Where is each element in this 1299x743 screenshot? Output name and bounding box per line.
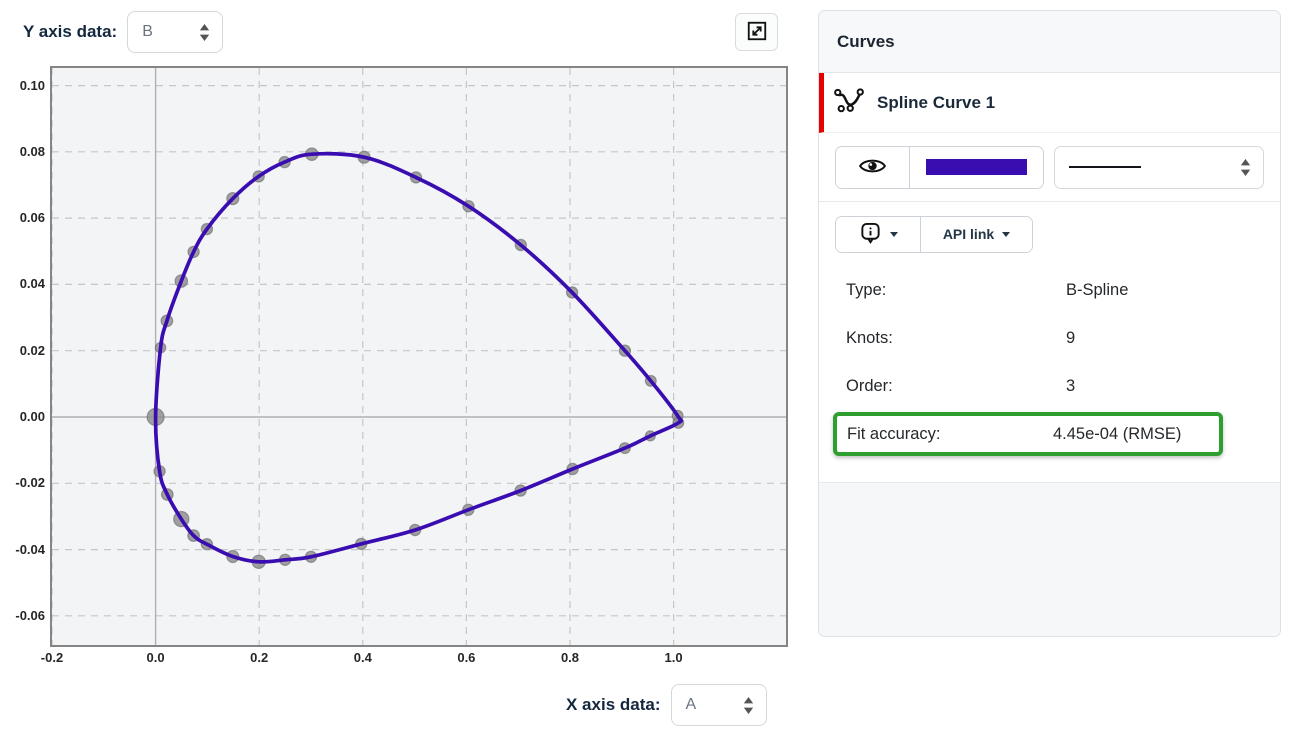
expand-plot-button[interactable]: [735, 13, 778, 51]
y-axis-tick-label: 0.06: [19, 210, 45, 226]
detail-row-fitaccuracy: Fit accuracy: 4.45e-04 (RMSE): [833, 412, 1223, 456]
line-style-select[interactable]: [1053, 145, 1264, 189]
y-axis-data-label: Y axis data:: [23, 22, 118, 41]
detail-value: 3: [1066, 376, 1076, 395]
api-link-label: API link: [942, 226, 995, 242]
y-axis-tick-label: 0.00: [19, 408, 45, 424]
curve-style-controls: [819, 133, 1280, 201]
curves-panel-header: Curves: [819, 11, 1280, 73]
x-axis-tick-label: 0.6: [457, 650, 476, 665]
detail-label: Fit accuracy:: [847, 424, 941, 443]
divider: [819, 201, 1280, 202]
plot-area[interactable]: [50, 66, 788, 647]
scatter-spline-plot: [52, 68, 786, 645]
x-axis-tick-label: -0.2: [40, 650, 64, 665]
visibility-toggle-button[interactable]: [836, 146, 909, 188]
y-axis-select[interactable]: B: [127, 11, 224, 53]
curve-color-button[interactable]: [908, 146, 1043, 188]
select-arrows-icon: [743, 696, 754, 714]
x-axis-control: X axis data: A: [566, 683, 767, 727]
solid-line-style-preview: [1068, 166, 1141, 168]
spline-curve-icon: [834, 87, 864, 118]
x-axis-tick-label: 0.0: [146, 650, 165, 665]
y-axis-tick-label: 0.08: [19, 143, 45, 159]
curve-name: Spline Curve 1: [877, 92, 996, 112]
curve-list-item[interactable]: Spline Curve 1: [819, 73, 1280, 133]
detail-row-knots: Knots: 9: [835, 314, 1264, 362]
select-arrows-icon: [1240, 158, 1251, 176]
caret-down-icon: [1002, 232, 1011, 241]
detail-label: Knots:: [846, 328, 893, 347]
detail-value: 4.45e-04 (RMSE): [1053, 424, 1182, 443]
expand-icon: [746, 20, 768, 45]
detail-value: 9: [1066, 328, 1076, 347]
api-link-dropdown-button[interactable]: API link: [920, 216, 1032, 252]
y-axis-select-value: B: [142, 23, 153, 40]
detail-row-type: Type: B-Spline: [835, 266, 1264, 314]
y-axis-tick-label: 0.10: [19, 77, 45, 93]
detail-row-order: Order: 3: [835, 362, 1264, 410]
caret-down-icon: [889, 232, 898, 241]
detail-label: Type:: [846, 280, 887, 299]
curves-panel: Curves Spline Curve 1: [818, 10, 1281, 637]
x-axis-tick-label: 1.0: [664, 650, 683, 665]
x-axis-tick-label: 0.2: [250, 650, 269, 665]
detail-value: B-Spline: [1066, 280, 1129, 299]
x-axis-select-value: A: [685, 696, 697, 713]
y-axis-control: Y axis data: B: [23, 10, 224, 54]
info-dropdown-button[interactable]: [836, 216, 920, 252]
x-axis-select[interactable]: A: [670, 684, 767, 726]
curve-details-list: Type: B-Spline Knots: 9 Order: 3 Fit accuracy:…: [819, 266, 1280, 482]
x-axis-data-label: X axis data:: [566, 695, 661, 714]
y-axis-tick-label: 0.04: [19, 276, 45, 292]
y-axis-tick-label: 0.02: [19, 342, 45, 358]
panel-empty-area: [819, 482, 1280, 636]
eye-icon: [858, 157, 886, 178]
curves-panel-title: Curves: [837, 31, 895, 51]
curve-color-swatch: [925, 159, 1027, 175]
y-axis-tick-label: -0.04: [15, 541, 45, 557]
curve-action-controls: API link: [819, 202, 1280, 266]
info-bubble-icon: [859, 221, 882, 248]
x-axis-tick-label: 0.4: [353, 650, 372, 665]
y-axis-tick-label: -0.06: [15, 607, 45, 623]
y-axis-tick-label: -0.02: [15, 475, 45, 491]
x-axis-tick-label: 0.8: [560, 650, 580, 665]
select-arrows-icon: [199, 23, 210, 41]
detail-label: Order:: [846, 376, 893, 395]
spline-curve: [153, 151, 684, 564]
